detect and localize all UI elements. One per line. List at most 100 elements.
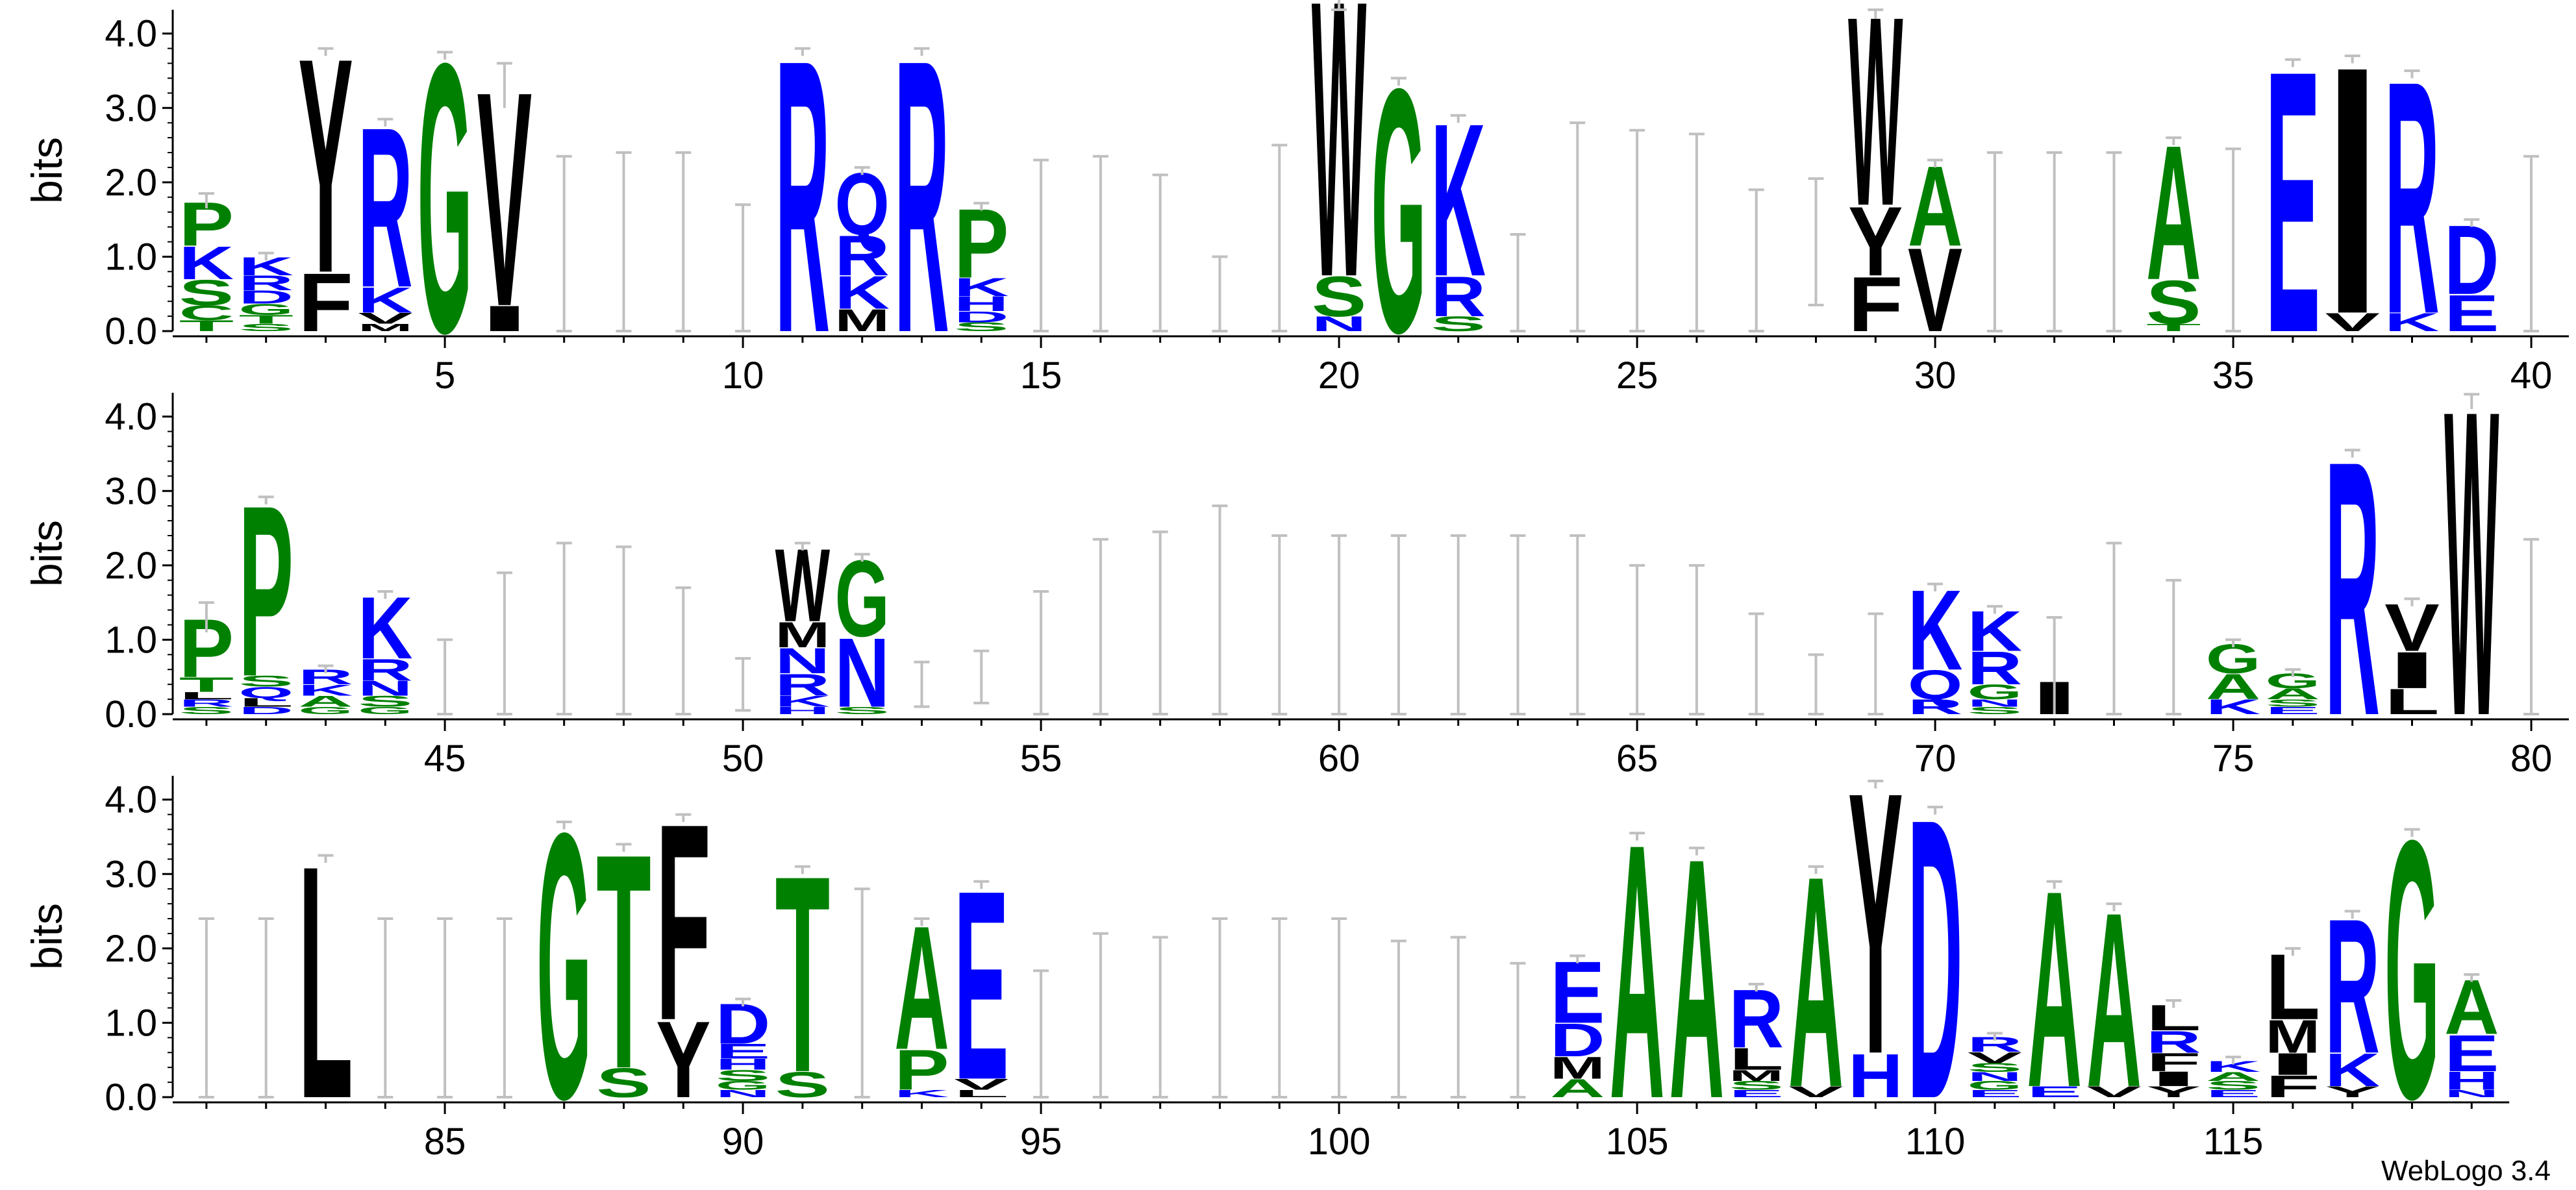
logo-column-66 [1688,564,1705,715]
logo-column-8 [616,151,632,332]
logo-column-52: SNG [834,538,889,728]
logo-column-21: G [1371,16,1426,405]
logo-letter: V [1908,224,1962,357]
x-tick-label: 65 [1616,738,1658,780]
logo-column-106: A [1669,788,1724,1171]
logo-column-53 [914,660,930,708]
logo-column-72: I [2027,616,2082,724]
logo-letter: I [2325,0,2379,388]
logo-column-70: RQK [1908,566,1962,719]
logo-letter: T [2146,322,2201,334]
logo-letter: S [1729,1078,1783,1092]
logo-letter: L [238,695,293,709]
logo-column-45 [437,638,453,715]
x-tick-label: 45 [424,738,466,780]
logo-column-75: KAG [2206,636,2261,719]
logo-column-22: SRK [1431,79,1485,336]
logo-letter: G [1968,1078,2022,1093]
logo-column-13: R [894,0,949,414]
logo-letter: F [298,256,353,349]
logo-letter: K [954,273,1008,302]
y-axis-title: bits [23,520,71,587]
logo-letter: R [358,652,412,688]
logo-letter: S [238,673,293,690]
logo-letter: M [834,303,889,338]
logo-column-101 [1390,939,1407,1098]
logo-letter: A [298,693,353,710]
logo-letter: K [2325,1044,2379,1097]
logo-column-30: VA [1908,142,1962,356]
logo-column-3: FY [298,0,353,349]
logo-column-46 [496,571,512,715]
logo-column-94: LVE [954,836,1009,1137]
logo-column-63 [1510,534,1526,715]
logo-column-31 [1986,151,2003,332]
logo-letter: A [1550,1074,1605,1103]
logo-column-34: TSA [2146,105,2201,337]
logo-column-37: VI [2325,0,2379,388]
logo-column-93: KPA [894,889,949,1102]
logo-column-7 [556,155,572,332]
logo-column-20: NSW [1312,0,1367,360]
logo-letter: M [775,615,830,655]
x-tick-label: 30 [1914,354,1957,397]
logo-letter: D [1908,736,1962,1182]
x-tick-label: 75 [2212,738,2255,780]
logo-letter: A [1669,788,1724,1171]
logo-letter: R [238,271,293,295]
logo-letter: S [179,272,234,313]
logo-column-56 [1092,538,1108,715]
logo-letter: S [1431,312,1485,336]
logo-column-55 [1033,589,1049,715]
logo-letter: S [954,320,1008,334]
x-tick-label: 100 [1308,1121,1371,1163]
logo-column-47 [556,541,572,715]
y-tick-label: 2.0 [105,928,157,970]
logo-letter: V [1788,1084,1844,1101]
logo-letter: W [2444,319,2499,807]
logo-column-10 [735,203,751,332]
logo-column-112: EA [2027,832,2081,1146]
logo-letter: G [358,705,412,717]
logo-letter: R [2325,385,2379,791]
logo-column-6: IV [477,29,532,371]
logo-column-27 [1748,188,1764,332]
x-tick-label: 55 [1020,738,1062,780]
logo-letter: L [2384,682,2439,722]
logo-letter: R [775,667,830,702]
logo-column-83: L [298,797,353,1168]
y-tick-label: 2.0 [105,545,157,587]
logo-letter: N [1968,697,2022,709]
logo-column-58 [1212,504,1228,715]
logo-column-24 [1569,121,1586,332]
logo-column-103 [1510,961,1526,1098]
logo-column-105: A [1610,768,1664,1174]
logo-column-29: FYW [1848,0,1903,348]
y-tick-label: 0.0 [105,1076,157,1119]
logo-column-108: VA [1788,813,1844,1150]
logo-column-85 [437,917,453,1098]
y-axis-title: bits [23,137,71,204]
logo-letter: G [716,1078,770,1093]
logo-letter: S [238,322,293,334]
y-tick-label: 3.0 [105,853,157,895]
logo-column-54 [973,649,990,704]
logo-letter: A [2266,685,2320,702]
logo-column-99 [1271,917,1288,1098]
logo-column-110: D [1908,736,1962,1182]
logo-letter: N [358,677,412,700]
x-tick-label: 35 [2212,354,2255,397]
logo-letter: D [1550,1014,1605,1067]
logo-letter: T [775,817,830,1130]
logo-letter: H [954,292,1008,316]
y-tick-label: 2.0 [105,162,157,204]
logo-column-91: ST [775,817,830,1130]
